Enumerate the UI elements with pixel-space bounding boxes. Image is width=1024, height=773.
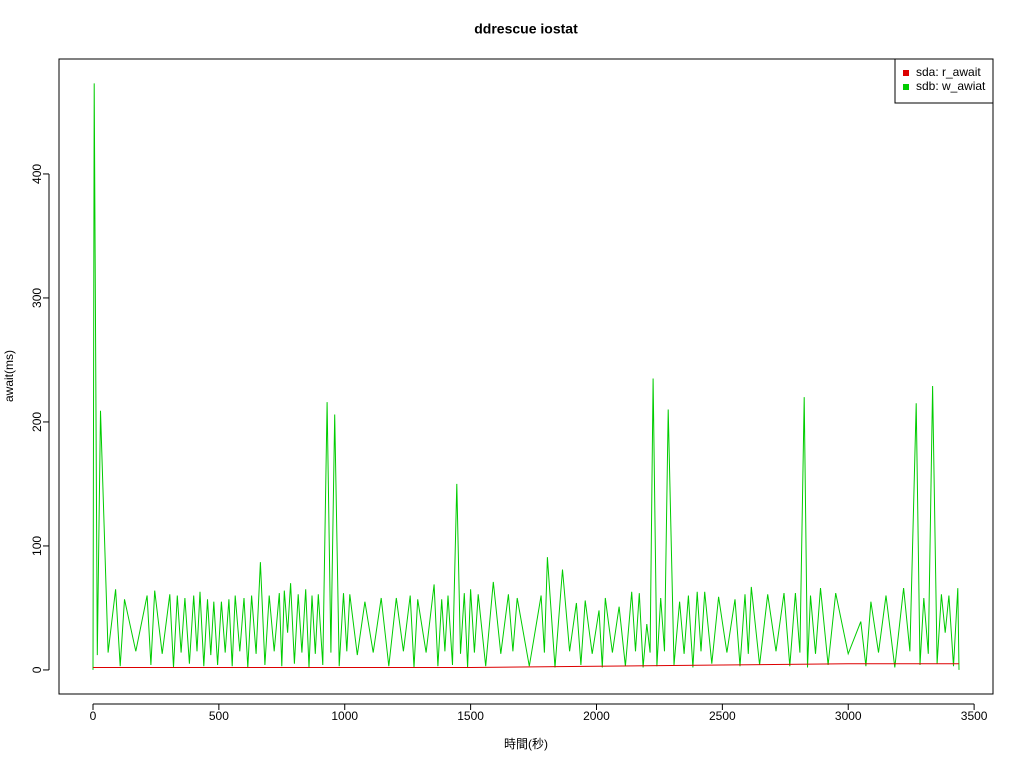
chart-title: ddrescue iostat bbox=[474, 21, 578, 37]
x-tick-label: 500 bbox=[209, 709, 229, 723]
x-tick-label: 1000 bbox=[331, 709, 358, 723]
x-tick-label: 3000 bbox=[835, 709, 862, 723]
plot-frame bbox=[58, 58, 994, 695]
x-tick-label: 2500 bbox=[709, 709, 736, 723]
x-tick-label: 3500 bbox=[961, 709, 988, 723]
series-line bbox=[92, 83, 960, 670]
x-tick-label: 1500 bbox=[457, 709, 484, 723]
y-tick-label: 0 bbox=[30, 666, 44, 673]
legend-swatch bbox=[903, 84, 909, 90]
x-tick-label: 2000 bbox=[583, 709, 610, 723]
y-tick-label: 200 bbox=[30, 412, 44, 432]
x-tick-label: 0 bbox=[90, 709, 97, 723]
legend-swatch bbox=[903, 70, 909, 76]
legend-box bbox=[894, 58, 994, 104]
series-line bbox=[93, 663, 959, 668]
x-axis-label: 時間(秒) bbox=[504, 737, 548, 751]
y-tick-label: 400 bbox=[30, 164, 44, 184]
y-tick-label: 100 bbox=[30, 536, 44, 556]
y-tick-label: 300 bbox=[30, 288, 44, 308]
y-axis-label: await(ms) bbox=[2, 350, 16, 402]
legend-label: sda: r_await bbox=[916, 65, 981, 79]
legend-label: sdb: w_awiat bbox=[916, 79, 986, 93]
